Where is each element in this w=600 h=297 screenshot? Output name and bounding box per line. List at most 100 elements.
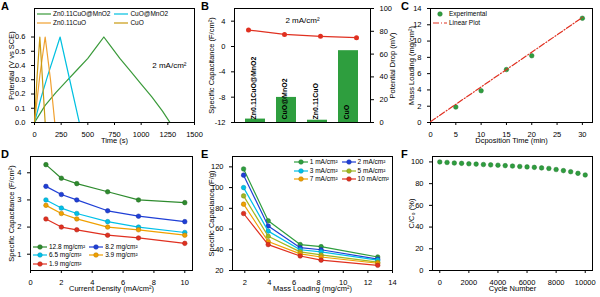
svg-text:0.2: 0.2: [15, 89, 25, 98]
svg-text:30: 30: [578, 130, 586, 139]
svg-text:0: 0: [419, 266, 423, 275]
svg-text:6: 6: [417, 69, 421, 78]
svg-text:80: 80: [215, 204, 223, 213]
svg-text:Mass Loading (mg/cm²): Mass Loading (mg/cm²): [273, 284, 352, 293]
svg-text:0.4: 0.4: [15, 61, 25, 70]
svg-text:10: 10: [413, 36, 422, 46]
svg-text:2 mA/cm²: 2 mA/cm²: [285, 16, 320, 25]
svg-text:10000: 10000: [575, 278, 596, 287]
svg-text:5: 5: [454, 130, 458, 139]
svg-text:0.3: 0.3: [15, 75, 25, 84]
svg-text:60: 60: [379, 49, 388, 59]
svg-text:Zn0.11CuO: Zn0.11CuO: [312, 82, 319, 119]
svg-text:Specific Capacitance (F/cm²): Specific Capacitance (F/cm²): [7, 165, 16, 262]
svg-text:2 mA/cm²: 2 mA/cm²: [152, 61, 187, 70]
svg-text:20: 20: [379, 95, 388, 105]
svg-text:10: 10: [339, 277, 348, 287]
svg-text:14: 14: [413, 4, 421, 13]
html-text:12.8 mg/cm²: 12.8 mg/cm²: [49, 242, 86, 250]
svg-text:0.6: 0.6: [15, 32, 25, 41]
svg-text:Mass Loading (mg/cm²): Mass Loading (mg/cm²): [407, 26, 416, 105]
svg-text:Dcposition Time (min): Dcposition Time (min): [475, 136, 548, 145]
svg-text:80: 80: [415, 179, 423, 188]
svg-text:500: 500: [82, 130, 95, 139]
svg-text:120: 120: [211, 162, 224, 171]
svg-text:-8: -8: [219, 93, 226, 102]
svg-text:40: 40: [215, 245, 223, 254]
svg-text:8: 8: [417, 53, 421, 62]
svg-text:14: 14: [388, 278, 396, 287]
svg-text:0: 0: [221, 42, 225, 51]
svg-text:2: 2: [417, 102, 421, 111]
svg-text:2: 2: [243, 278, 247, 287]
html-text:A: A: [1, 0, 9, 12]
svg-text:-4: -4: [219, 67, 226, 76]
svg-text:60: 60: [215, 224, 223, 233]
html-text:CuO: CuO: [130, 18, 144, 26]
svg-text:0.0: 0.0: [15, 118, 25, 127]
svg-text:8000: 8000: [548, 278, 565, 287]
svg-text:Specific Capacitance (F/cm²): Specific Capacitance (F/cm²): [207, 17, 216, 114]
svg-text:0: 0: [438, 278, 442, 287]
html-text:B: B: [201, 0, 209, 12]
svg-text:Potential (V vs SCE): Potential (V vs SCE): [7, 31, 16, 100]
svg-text:1000: 1000: [133, 130, 150, 139]
html-text:Zn0.11CuO: Zn0.11CuO: [53, 18, 87, 26]
html-text:Linear Plot: Linear Plot: [449, 18, 481, 26]
svg-text:3: 3: [17, 195, 21, 204]
svg-text:20: 20: [527, 129, 536, 139]
html-text:3 mA/cm²: 3 mA/cm²: [309, 166, 338, 174]
svg-text:10: 10: [181, 278, 189, 287]
svg-text:-12: -12: [215, 118, 226, 127]
svg-text:20: 20: [415, 244, 423, 253]
svg-text:Cycle Number: Cycle Number: [489, 284, 537, 293]
svg-text:1: 1: [17, 250, 21, 259]
svg-text:Zn0.11CuO@MnO2: Zn0.11CuO@MnO2: [250, 57, 257, 120]
svg-text:6000: 6000: [518, 277, 536, 287]
svg-text:Specific Capaciance (F/g): Specific Capaciance (F/g): [207, 170, 216, 256]
svg-text:4000: 4000: [489, 277, 507, 287]
html-text:C: C: [401, 0, 409, 12]
svg-text:0: 0: [32, 130, 36, 139]
svg-text:12: 12: [364, 278, 372, 287]
svg-text:2: 2: [17, 222, 21, 231]
svg-text:1500: 1500: [186, 130, 203, 139]
svg-text:0.5: 0.5: [15, 47, 25, 56]
svg-text:4: 4: [267, 278, 271, 287]
svg-text:100: 100: [211, 183, 224, 192]
svg-text:1250: 1250: [159, 130, 176, 139]
html-text:D: D: [1, 148, 9, 160]
svg-text:20: 20: [215, 266, 223, 275]
svg-text:100: 100: [411, 157, 424, 166]
svg-text:100: 100: [380, 4, 393, 13]
svg-text:750: 750: [108, 129, 121, 139]
svg-text:C/C₀ (%): C/C₀ (%): [407, 198, 416, 228]
svg-text:40: 40: [415, 222, 423, 231]
svg-text:60: 60: [415, 201, 423, 210]
svg-text:0.1: 0.1: [15, 104, 25, 113]
svg-text:0: 0: [417, 118, 421, 127]
html-text:5 mA/cm²: 5 mA/cm²: [357, 166, 386, 174]
svg-text:4: 4: [417, 85, 421, 94]
svg-text:0: 0: [28, 278, 32, 287]
svg-text:10: 10: [477, 129, 486, 139]
svg-text:Time (s): Time (s): [101, 136, 129, 145]
html-text:8.2 mg/cm²: 8.2 mg/cm²: [105, 242, 138, 250]
svg-text:2000: 2000: [461, 278, 478, 287]
svg-text:0: 0: [428, 130, 432, 139]
svg-text:40: 40: [379, 72, 388, 82]
svg-text:4: 4: [17, 168, 21, 177]
svg-text:CuO: CuO: [343, 104, 350, 119]
svg-text:Potential Drop (mV): Potential Drop (mV): [388, 32, 397, 98]
svg-text:15: 15: [502, 129, 511, 139]
html-text:1.9 mg/cm²: 1.9 mg/cm²: [49, 259, 82, 267]
svg-text:Current Density (mA/cm²): Current Density (mA/cm²): [69, 284, 155, 293]
svg-text:80: 80: [379, 26, 388, 36]
svg-text:4: 4: [221, 17, 225, 26]
svg-text:0: 0: [380, 118, 384, 127]
svg-text:250: 250: [55, 130, 68, 139]
svg-text:25: 25: [553, 130, 561, 139]
svg-text:2: 2: [59, 278, 63, 287]
svg-text:12: 12: [413, 20, 422, 30]
svg-text:CuO@MnO2: CuO@MnO2: [281, 78, 288, 119]
